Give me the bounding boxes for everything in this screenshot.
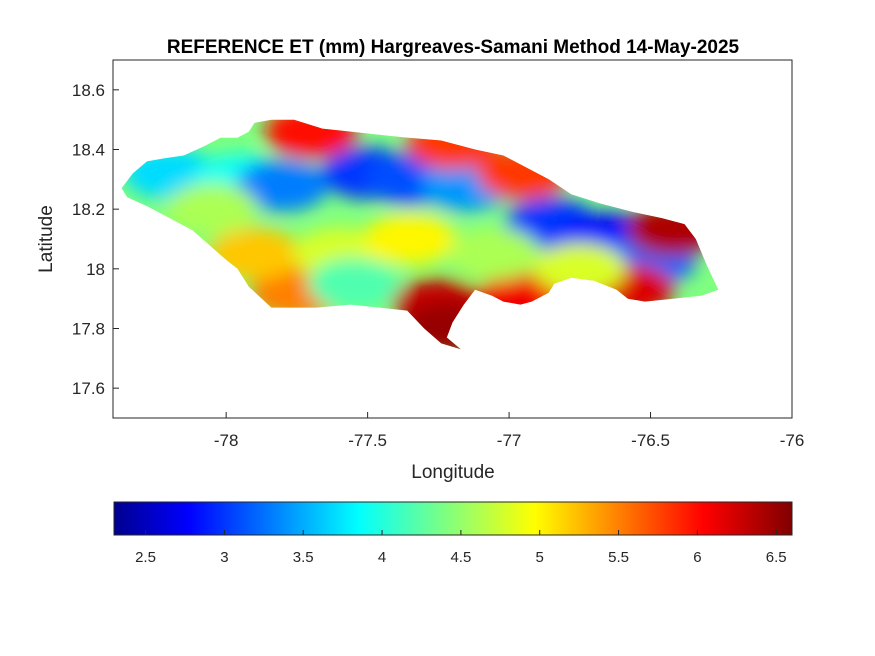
x-tick-label: -77 [497, 431, 522, 450]
et-region-blob [364, 213, 457, 265]
x-tick-label: -78 [214, 431, 239, 450]
y-tick-label: 17.6 [72, 379, 105, 398]
y-tick-label: 17.8 [72, 320, 105, 339]
et-region-blob [166, 183, 259, 236]
et-region-blob [533, 242, 626, 295]
colorbar-tick-label: 2.5 [135, 549, 156, 566]
colorbar-tick-label: 6.5 [766, 549, 787, 566]
y-tick-label: 18.6 [72, 81, 105, 100]
et-region-blob [307, 257, 400, 310]
y-tick-label: 18.4 [72, 141, 105, 160]
y-axis: 17.6 17.8 18 18.2 18.4 18.6 [72, 81, 119, 398]
x-tick-label: -77.5 [348, 431, 387, 450]
et-value-blobs [123, 119, 719, 350]
chart-title: REFERENCE ET (mm) Hargreaves-Samani Meth… [167, 37, 740, 58]
et-region-blob [236, 159, 329, 212]
y-tick-label: 18.2 [72, 200, 105, 219]
colorbar-tick-label: 3 [220, 549, 228, 566]
colorbar [113, 501, 793, 536]
x-axis: -78 -77.5 -77 -76.5 -76 [214, 412, 804, 450]
colorbar-ticks: 2.5 3 3.5 4 4.5 5 5.5 6 6.5 [135, 530, 787, 566]
colorbar-tick-label: 3.5 [293, 549, 314, 566]
colorbar-tick-label: 5.5 [608, 549, 629, 566]
colorbar-tick-label: 5 [536, 549, 544, 566]
x-axis-label: Longitude [411, 462, 494, 483]
x-tick-label: -76.5 [631, 431, 670, 450]
y-axis-label: Latitude [36, 205, 57, 273]
et-region-blob [265, 119, 358, 158]
colorbar-tick-label: 6 [693, 549, 701, 566]
et-map [121, 119, 719, 350]
colorbar-tick-label: 4.5 [450, 549, 471, 566]
colorbar-tick-label: 4 [378, 549, 386, 566]
x-tick-label: -76 [780, 431, 805, 450]
et-region-blob [448, 227, 541, 280]
y-tick-label: 18 [86, 260, 105, 279]
